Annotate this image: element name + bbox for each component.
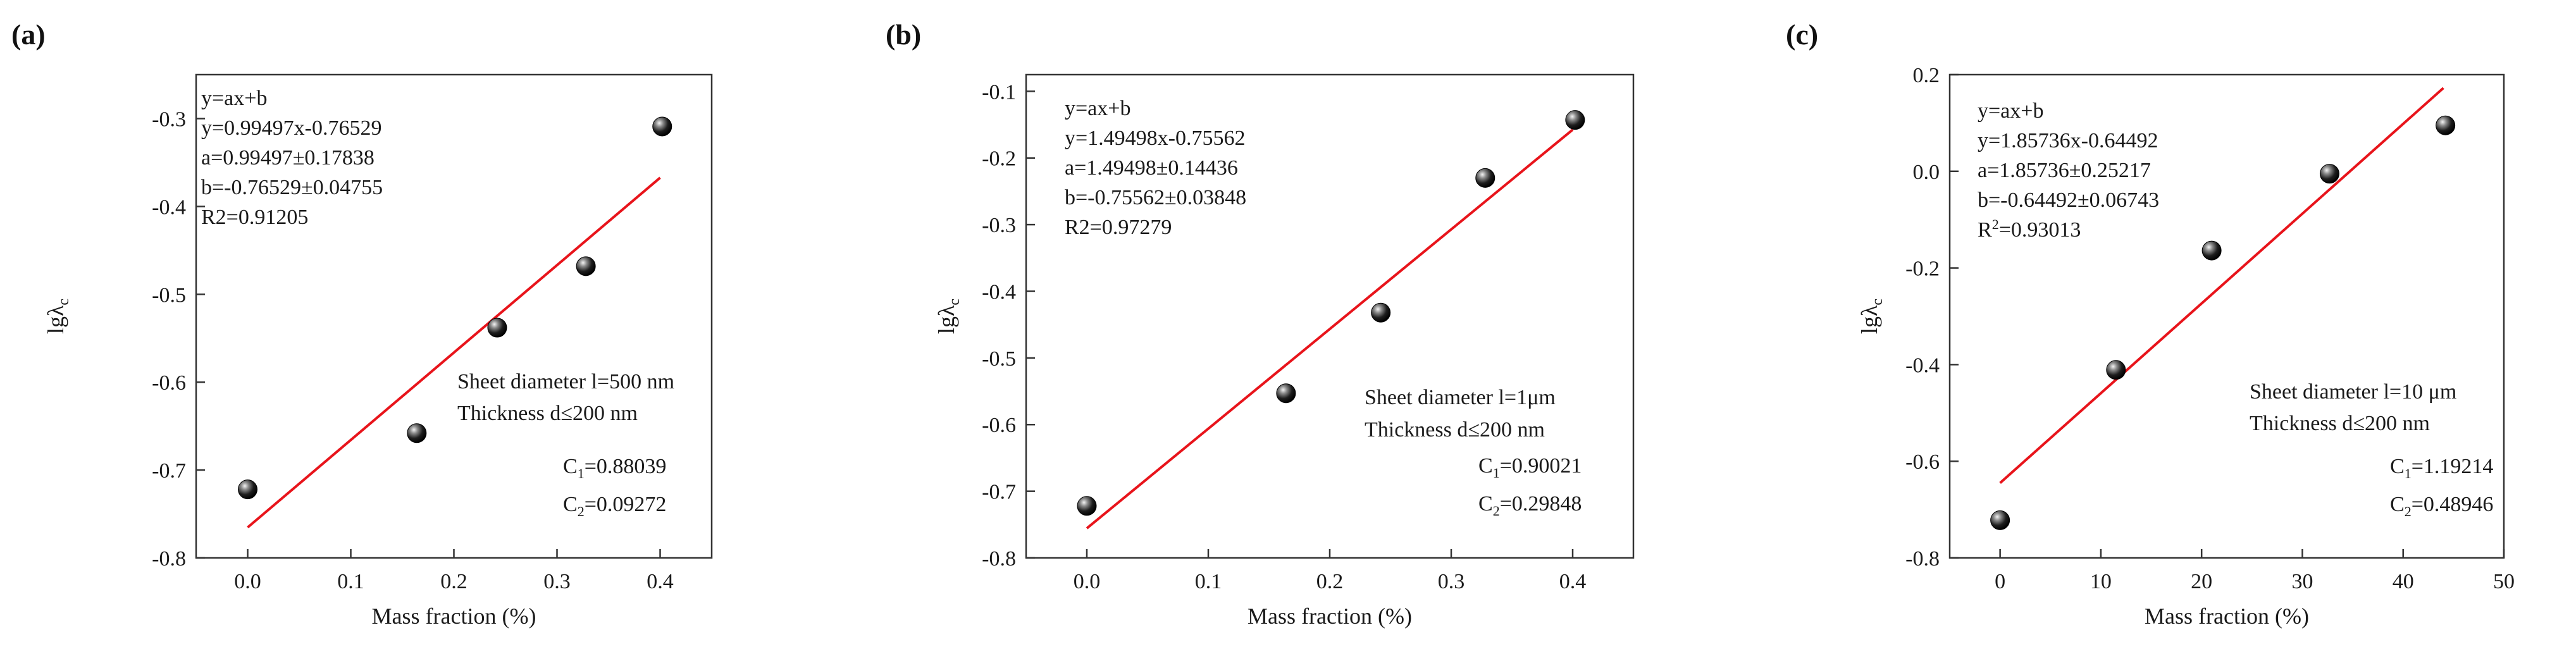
y-tick-label: -0.1: [982, 80, 1016, 104]
y-tick-label: -0.4: [152, 195, 186, 219]
y-tick-label: -0.4: [1905, 354, 1940, 377]
y-tick-label: -0.5: [982, 347, 1016, 371]
fit-annotation: R2=0.97279: [1065, 216, 1172, 239]
y-axis-label: lgλc: [934, 299, 963, 334]
chart-panel-a: (a) 0.0 0.1 0.2 0.3 0.4 -0.8 -0.7 -0.6 -0.5 -0.4 -0…: [11, 18, 713, 629]
sheet-diameter-note: Sheet diameter l=500 nm: [457, 370, 674, 393]
data-point: [238, 479, 257, 500]
x-tick-label: 0.0: [234, 570, 261, 593]
c2-value: C2=0.09272: [563, 493, 666, 519]
fit-annotation: y=1.49498x-0.75562: [1065, 127, 1246, 150]
sheet-diameter-note: Sheet diameter l=1μm: [1365, 386, 1556, 409]
y-tick-label: -0.6: [982, 414, 1016, 437]
x-tick-label: 0.3: [543, 570, 571, 593]
data-point: [576, 256, 596, 276]
c2-value: C2=0.48946: [2390, 493, 2493, 519]
chart-panel-c: (c) 0 10 20 30 40 50 -0.8 -0.6 -0.4 -0.2 0.0 0.2 Mass…: [1786, 18, 2515, 629]
y-tick-label: -0.4: [982, 280, 1016, 304]
data-point: [1990, 510, 2010, 530]
x-tick-label: 0: [1995, 570, 2005, 593]
x-tick-label: 0.0: [1074, 570, 1101, 593]
y-tick-label: -0.3: [982, 214, 1016, 237]
fit-annotation: b=-0.76529±0.04755: [201, 176, 383, 199]
fit-annotation: b=-0.64492±0.06743: [1978, 189, 2159, 212]
x-tick-label: 30: [2291, 570, 2313, 593]
y-tick-label: -0.3: [152, 108, 186, 131]
x-tick-label: 0.4: [1559, 570, 1587, 593]
y-tick-label: -0.7: [982, 481, 1016, 504]
fit-annotation: y=ax+b: [201, 87, 267, 110]
fit-annotation: R2=0.91205: [201, 206, 308, 229]
sheet-diameter-note: Sheet diameter l=10 μm: [2250, 380, 2456, 404]
chart-panel-b: (b) 0.0 0.1 0.2 0.3 0.4 -0.8 -0.7 -0.6 -0.5 -0.4 -0…: [886, 18, 1635, 629]
thickness-note: Thickness d≤200 nm: [2250, 412, 2430, 435]
x-tick-label: 50: [2493, 570, 2515, 593]
y-tick-label: -0.8: [152, 547, 186, 571]
y-tick-label: -0.8: [982, 547, 1016, 571]
c1-value: C1=1.19214: [2390, 455, 2493, 481]
x-tick-label: 0.4: [647, 570, 674, 593]
fit-annotation: y=0.99497x-0.76529: [201, 116, 382, 140]
y-tick-label: -0.2: [982, 147, 1016, 171]
data-point: [1276, 383, 1296, 404]
x-tick-label: 20: [2191, 570, 2212, 593]
thickness-note: Thickness d≤200 nm: [1365, 418, 1545, 442]
x-tick-label: 0.2: [1316, 570, 1344, 593]
data-point: [407, 423, 427, 443]
data-point: [2106, 360, 2126, 380]
x-tick-label: 40: [2393, 570, 2414, 593]
fit-line: [247, 176, 661, 529]
y-axis-label: lgλc: [1857, 299, 1886, 334]
y-tick-label: 0.2: [1913, 64, 1940, 87]
data-point: [2201, 240, 2222, 261]
x-tick-label: 10: [2090, 570, 2112, 593]
fit-annotation: b=-0.75562±0.03848: [1065, 186, 1246, 209]
c1-value: C1=0.88039: [563, 455, 666, 481]
data-point: [487, 318, 507, 338]
fit-annotation: y=ax+b: [1978, 99, 2043, 123]
fit-annotation: a=0.99497±0.17838: [201, 146, 375, 170]
y-tick-label: -0.6: [1905, 450, 1940, 474]
x-tick-label: 0.3: [1438, 570, 1465, 593]
thickness-note: Thickness d≤200 nm: [457, 402, 638, 425]
y-tick-label: -0.5: [152, 283, 186, 307]
panel-label: (c): [1786, 18, 1818, 51]
data-point: [1565, 110, 1585, 130]
fit-line: [1086, 128, 1574, 529]
y-tick-label: 0.0: [1913, 161, 1940, 184]
y-tick-label: -0.2: [1905, 257, 1940, 281]
y-tick-label: -0.6: [152, 371, 186, 395]
panel-label: (a): [11, 18, 46, 51]
x-tick-label: 0.2: [440, 570, 468, 593]
c2-value: C2=0.29848: [1478, 492, 1582, 519]
y-tick-label: -0.7: [152, 459, 186, 483]
y-tick-label: -0.8: [1905, 547, 1940, 571]
fit-annotation: y=1.85736x-0.64492: [1978, 129, 2158, 152]
fit-annotation: R2=0.93013: [1978, 216, 2081, 242]
panel-label: (b): [886, 18, 921, 51]
data-point: [1371, 302, 1391, 323]
x-tick-label: 0.1: [337, 570, 364, 593]
x-tick-label: 0.1: [1195, 570, 1222, 593]
data-point: [2319, 164, 2339, 184]
fit-annotation: a=1.49498±0.14436: [1065, 156, 1238, 180]
x-axis-label: Mass fraction (%): [2145, 603, 2309, 629]
x-axis-label: Mass fraction (%): [1248, 603, 1412, 629]
fit-annotation: a=1.85736±0.25217: [1978, 159, 2151, 182]
fit-annotation: y=ax+b: [1065, 97, 1130, 120]
x-axis-label: Mass fraction (%): [372, 603, 536, 629]
data-point: [1077, 496, 1097, 516]
fit-line: [1999, 87, 2444, 485]
data-point: [2436, 115, 2456, 135]
data-point: [652, 116, 672, 137]
c1-value: C1=0.90021: [1478, 454, 1582, 481]
data-point: [1475, 168, 1495, 188]
y-axis-label: lgλc: [43, 299, 72, 334]
plot-frame: [1948, 73, 2505, 559]
